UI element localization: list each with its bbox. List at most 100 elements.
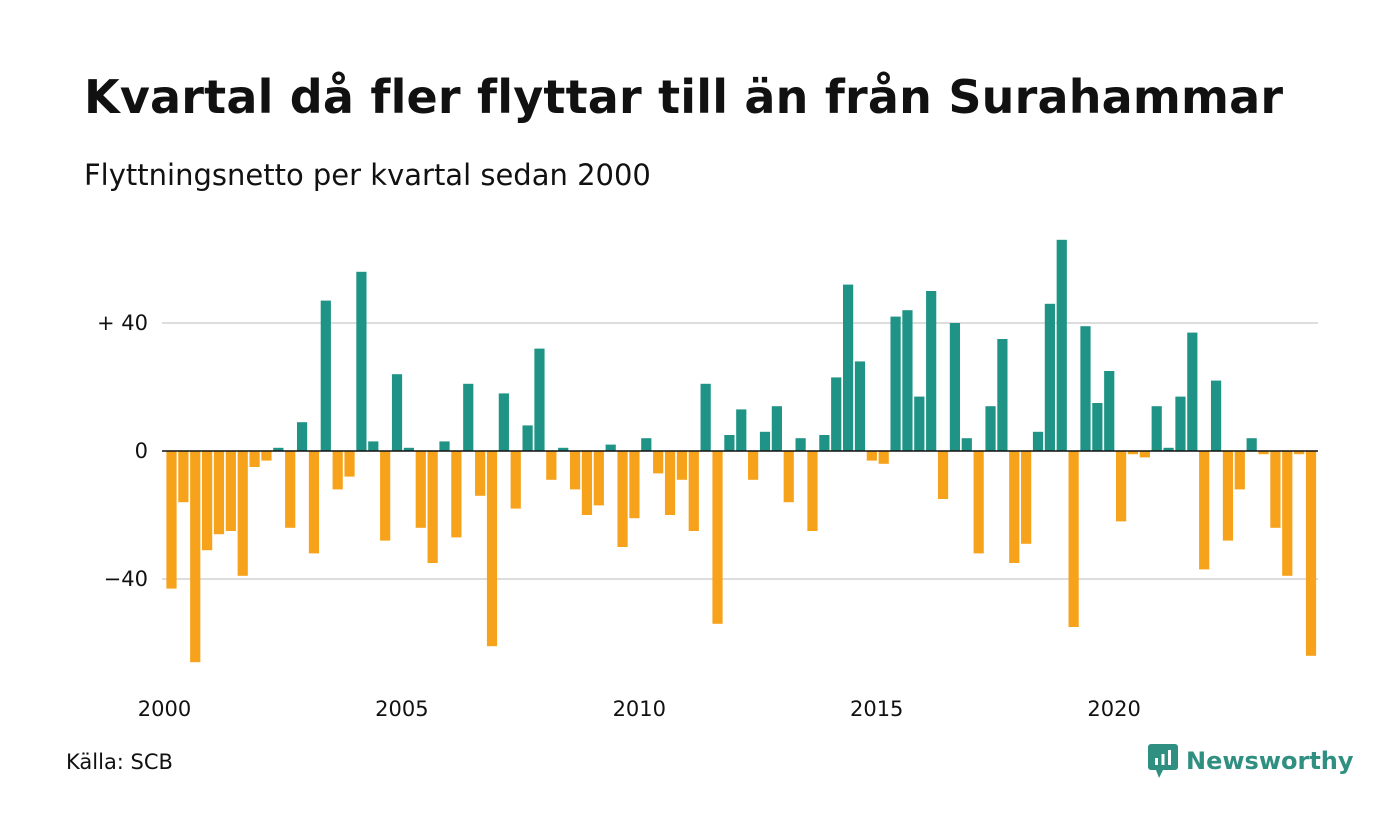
bar [356,271,367,451]
bar [486,451,498,647]
bar [320,300,331,451]
bar [949,323,961,451]
y-tick-label: + 40 [97,311,148,335]
bar [878,451,889,464]
bar [842,284,854,451]
bar [1139,451,1150,458]
bar [1210,380,1222,451]
bar [795,438,806,451]
bar [593,451,604,506]
bar [1068,451,1079,627]
bar [463,383,474,451]
bar [807,451,818,531]
bar [1021,451,1032,544]
bars [166,239,1317,663]
y-tick-label: 0 [135,439,148,463]
bar [1151,406,1162,451]
bar [997,339,1008,451]
bar [1163,447,1174,451]
bar [1080,326,1091,451]
bar [237,451,248,576]
bar [664,451,676,515]
bar [534,348,545,451]
bar [653,451,664,474]
bar [202,451,213,551]
bar [1270,451,1281,528]
bar [641,438,652,451]
bar [475,451,486,496]
bar [546,451,557,480]
bar [985,406,996,451]
bar [629,451,640,519]
bar [581,451,593,515]
x-tick-label: 2010 [613,697,666,721]
bar [166,451,177,589]
chart-title: Kvartal då fler flyttar till än från Sur… [84,70,1284,124]
bar [225,451,236,531]
chart-subtitle: Flyttningsnetto per kvartal sedan 2000 [84,158,651,192]
bar [1187,332,1198,451]
y-tick-labels: + 40 0 −40 [97,311,148,591]
source-label: Källa: SCB [66,750,173,774]
bar [1032,431,1044,451]
bar [308,451,320,554]
bar [1104,371,1115,451]
bar [902,310,913,451]
bar [700,383,711,451]
bar [1282,451,1293,576]
x-tick-label: 2000 [138,697,191,721]
x-tick-label: 2020 [1087,697,1140,721]
bar [688,451,699,531]
bar [273,447,284,451]
bar [261,451,272,461]
bar [819,435,830,451]
bar [344,451,355,477]
bar [285,451,296,528]
bar [1234,451,1245,490]
bar [1175,396,1186,451]
bar [1044,303,1055,451]
bar [854,361,866,451]
bar [676,451,688,480]
x-tick-labels: 2000 2005 2010 2015 2020 [138,697,1141,721]
bar [178,451,189,503]
bar [368,441,379,451]
bar [712,451,723,624]
bar [771,406,782,451]
y-tick-label: −40 [104,567,148,591]
bar [439,441,450,451]
bar [213,451,225,535]
brand-name: Newsworthy [1186,747,1354,775]
bar [569,451,581,490]
newsworthy-logo-icon [1148,744,1178,778]
bar [451,451,462,538]
bar [1305,451,1317,656]
bar [380,451,391,541]
x-tick-label: 2015 [850,697,903,721]
bar [605,444,616,451]
bar [926,291,937,451]
bar [1199,451,1210,570]
bar [391,374,403,451]
bar [866,451,877,461]
bar [249,451,260,467]
bar [1258,451,1269,455]
bar [1127,451,1139,455]
bar [522,425,533,451]
bar [973,451,984,554]
bar [498,393,509,451]
bar [890,316,901,451]
bar [759,431,771,451]
bar [1246,438,1257,451]
x-tick-label: 2005 [375,697,428,721]
bar [403,447,414,451]
bar [831,377,842,451]
bar [1009,451,1020,563]
grid-lines [162,322,1318,580]
bar [190,451,201,663]
bar [296,422,308,451]
bar [1222,451,1234,541]
bar [1116,451,1127,522]
bar [736,409,747,451]
